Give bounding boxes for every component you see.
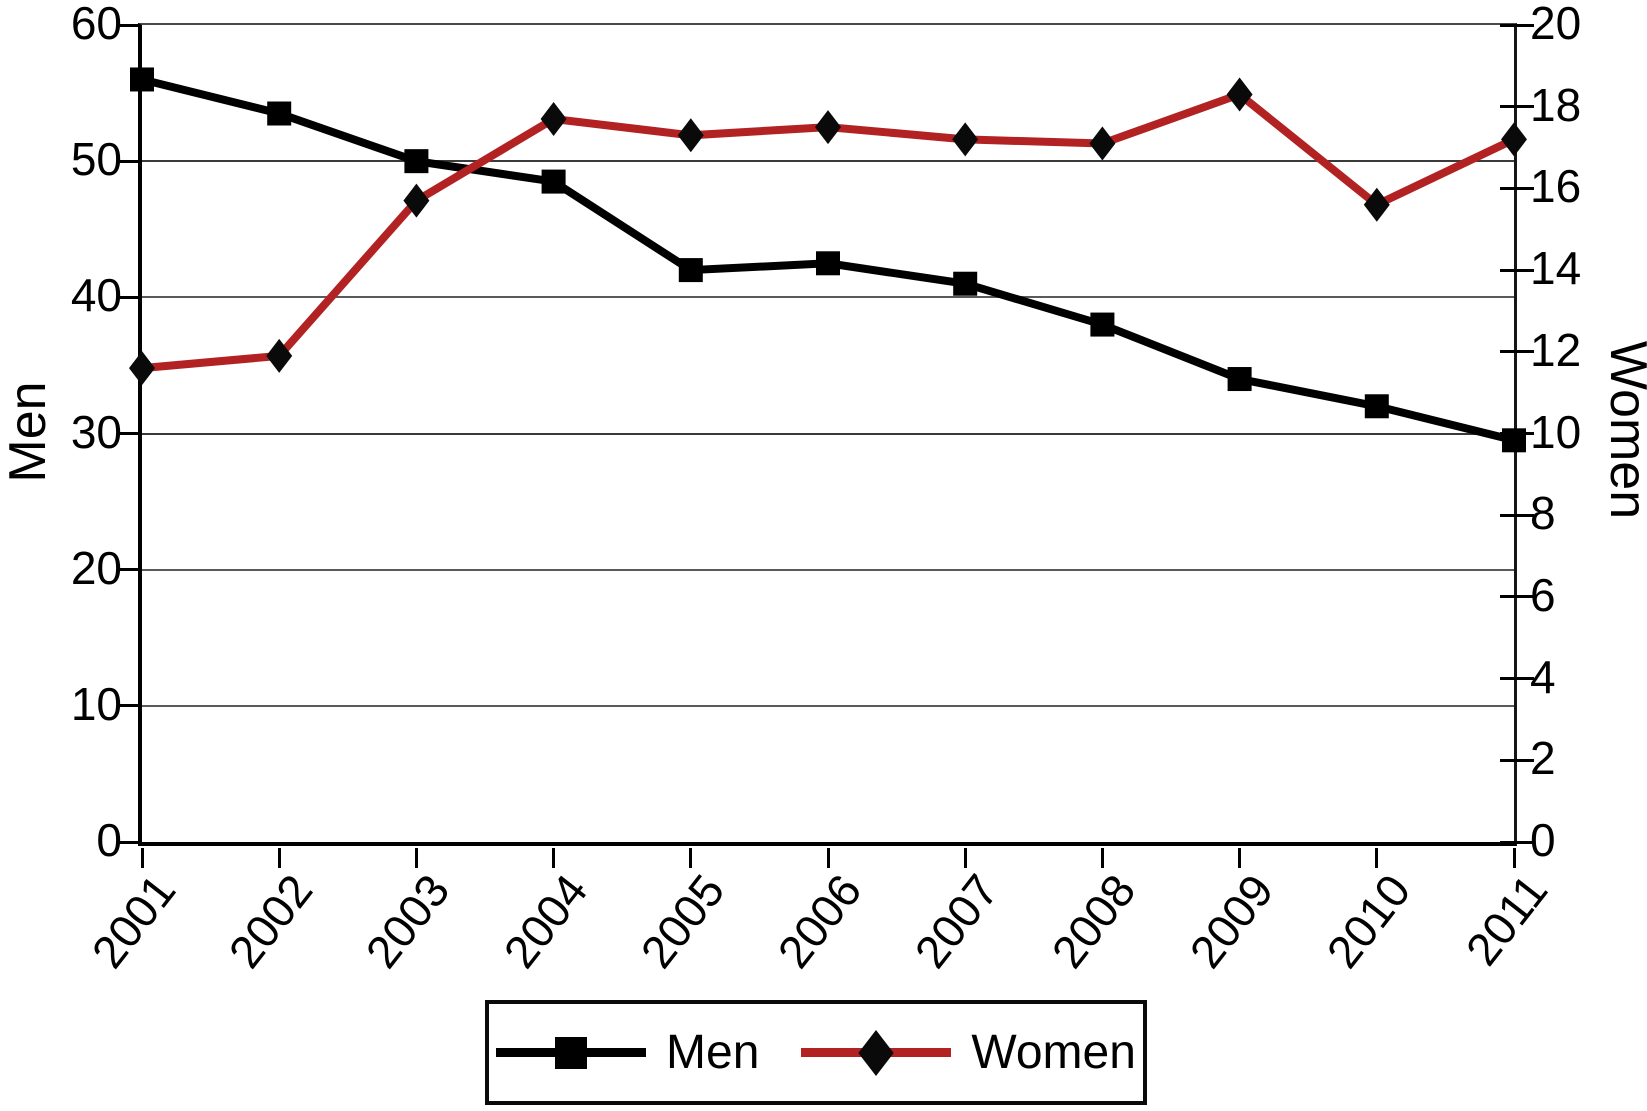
x-axis-tick-2011 [1512, 848, 1516, 868]
gridline-10 [142, 704, 1514, 707]
left-axis-tick-0 [118, 840, 138, 844]
men-marker-2009 [1227, 367, 1252, 392]
left-axis-tick-label-20: 20 [70, 541, 122, 594]
right-axis-tick-label-12: 12 [1530, 323, 1582, 376]
women-marker-2003 [403, 183, 430, 218]
left-axis-tick-40 [118, 295, 138, 299]
men-marker-2006 [816, 251, 840, 276]
women-marker-2009 [1226, 77, 1253, 112]
x-axis-tick-label-2003: 2003 [355, 864, 460, 978]
x-axis-tick-label-2004: 2004 [493, 864, 597, 978]
men-square-marker-icon [555, 1036, 588, 1069]
left-axis-tick-label-0: 0 [96, 814, 122, 866]
x-axis-tick-2008 [1100, 848, 1104, 868]
x-axis-tick-2006 [826, 848, 830, 868]
right-axis-tick-label-16: 16 [1530, 160, 1582, 213]
men-marker-2004 [541, 169, 566, 194]
women-marker-2002 [266, 338, 293, 373]
x-axis-tick-label-2001: 2001 [81, 864, 186, 978]
x-axis-tick-2003 [414, 848, 418, 868]
left-axis-tick-50 [118, 159, 138, 163]
right-axis-tick-label-14: 14 [1530, 242, 1582, 295]
women-marker-2001 [129, 351, 155, 386]
right-axis-tick-18 [1500, 105, 1534, 109]
right-axis-tick-16 [1500, 186, 1534, 190]
right-axis-tick-2 [1500, 758, 1534, 762]
x-axis-tick-label-2005: 2005 [630, 864, 735, 978]
gridline-50 [142, 160, 1514, 163]
x-axis-tick-label-2006: 2006 [767, 864, 872, 978]
women-marker-2007 [952, 122, 979, 157]
men-marker-2005 [678, 258, 703, 283]
right-axis-title: Women [1599, 340, 1647, 520]
x-axis-tick-label-2008: 2008 [1041, 864, 1146, 978]
women-marker-2004 [540, 101, 567, 136]
x-axis-tick-2004 [552, 848, 556, 868]
right-axis-tick-10 [1500, 432, 1534, 435]
x-axis-tick-2010 [1375, 848, 1379, 868]
men-line-sample [496, 1036, 647, 1069]
legend-box: Men Women [485, 1000, 1147, 1105]
left-axis-tick-label-40: 40 [70, 269, 122, 322]
legend-entry-men: Men [496, 1025, 760, 1079]
legend-label-men: Men [666, 1025, 760, 1079]
legend-label-women: Women [971, 1025, 1136, 1079]
left-axis-tick-label-50: 50 [70, 133, 122, 186]
women-marker-2006 [815, 110, 841, 145]
right-axis-tick-label-20: 20 [1530, 0, 1582, 49]
right-axis-tick-label-18: 18 [1530, 78, 1582, 131]
women-marker-2008 [1089, 126, 1116, 161]
legend-entry-women: Women [801, 1025, 1136, 1079]
right-axis-tick-4 [1500, 677, 1534, 681]
women-marker-2011 [1501, 122, 1527, 157]
left-axis-tick-30 [118, 432, 138, 435]
right-axis-tick-14 [1500, 268, 1534, 272]
gridline-40 [142, 296, 1514, 299]
men-marker-2001 [130, 67, 154, 92]
plot-area [118, 23, 1534, 868]
men-marker-2010 [1364, 394, 1389, 419]
men-marker-2007 [953, 271, 978, 296]
x-axis-tick-2001 [140, 848, 144, 868]
right-axis-tick-12 [1500, 350, 1534, 354]
left-axis-tick-10 [118, 704, 138, 708]
right-axis-tick-label-2: 2 [1530, 732, 1556, 785]
x-axis-tick-label-2011: 2011 [1455, 864, 1558, 975]
gridline-20 [142, 568, 1514, 571]
left-axis-tick-label-30: 30 [70, 405, 122, 458]
women-line-sample [801, 1029, 952, 1076]
women-marker-2005 [677, 118, 704, 153]
x-axis-tick-2002 [277, 848, 281, 868]
men-marker-2002 [267, 101, 292, 126]
right-axis-tick-label-0: 0 [1530, 814, 1556, 866]
x-axis-tick-label-2009: 2009 [1179, 864, 1283, 978]
right-axis-tick-0 [1500, 840, 1534, 844]
women-diamond-marker-icon [858, 1029, 895, 1076]
x-axis-tick-2005 [689, 848, 693, 868]
series-plot [129, 67, 1527, 453]
right-axis-tick-label-6: 6 [1530, 568, 1556, 621]
x-axis-tick-2009 [1238, 848, 1242, 868]
left-axis-tick-label-10: 10 [70, 677, 122, 730]
x-axis-tick-label-2007: 2007 [904, 864, 1009, 978]
x-axis-tick-2007 [963, 848, 967, 868]
right-axis-tick-label-8: 8 [1530, 487, 1556, 540]
right-axis-tick-8 [1500, 513, 1534, 517]
men-marker-2003 [404, 149, 429, 174]
left-axis-tick-60 [118, 23, 138, 27]
x-axis-tick-label-2010: 2010 [1316, 864, 1421, 978]
left-axis-title: Men [0, 381, 57, 483]
right-axis-tick-label-4: 4 [1530, 650, 1556, 703]
women-marker-2010 [1363, 187, 1390, 222]
men-marker-2008 [1090, 312, 1115, 337]
left-axis-tick-20 [118, 568, 138, 572]
gridline-30 [142, 432, 1514, 435]
right-axis-tick-label-10: 10 [1530, 405, 1582, 458]
right-axis-tick-20 [1500, 23, 1534, 27]
x-axis-tick-label-2002: 2002 [218, 864, 323, 978]
right-axis-tick-6 [1500, 595, 1534, 599]
left-axis-tick-label-60: 60 [70, 0, 122, 49]
